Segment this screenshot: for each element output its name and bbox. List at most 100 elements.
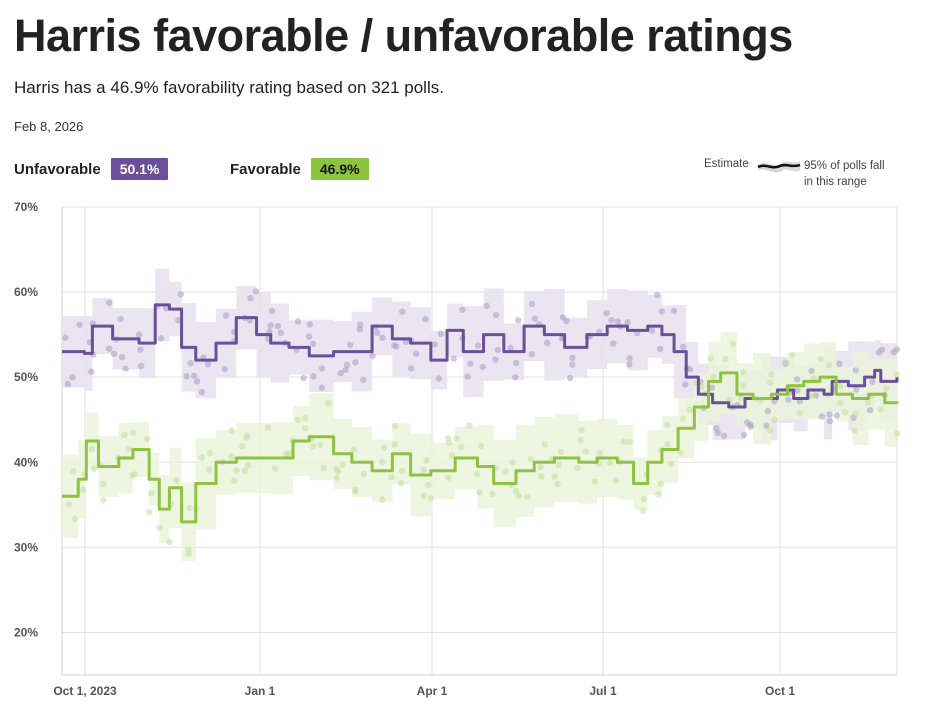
poll-dot xyxy=(318,384,325,391)
poll-dot xyxy=(177,291,184,298)
poll-dot xyxy=(569,354,576,361)
poll-dot xyxy=(826,418,834,425)
poll-dot xyxy=(626,438,633,446)
poll-dot xyxy=(143,435,151,443)
poll-dot xyxy=(425,481,432,489)
key-band-label-line1: 95% of polls fall xyxy=(804,160,885,172)
poll-dot xyxy=(175,317,182,324)
poll-dot xyxy=(79,486,87,493)
poll-dot xyxy=(569,361,576,368)
poll-dot xyxy=(740,369,747,376)
poll-dot xyxy=(437,330,445,337)
poll-dot xyxy=(88,446,96,453)
poll-dot xyxy=(427,495,435,502)
y-tick-label: 40% xyxy=(14,455,38,469)
poll-dot xyxy=(544,339,551,347)
poll-dot xyxy=(538,473,545,480)
poll-dot xyxy=(537,463,544,471)
poll-dot xyxy=(393,343,400,350)
poll-dot xyxy=(222,312,230,319)
x-axis-labels: Oct 1, 2023 Jan 1 Apr 1 Jul 1 Oct 1 xyxy=(53,684,795,698)
key-band-label-line2: in this range xyxy=(804,176,867,188)
poll-dot xyxy=(302,425,309,432)
poll-dot xyxy=(466,422,473,429)
poll-dot xyxy=(866,406,874,414)
poll-dot xyxy=(274,322,282,330)
poll-dot xyxy=(489,490,496,498)
poll-dot xyxy=(837,382,844,390)
poll-dot xyxy=(555,461,562,469)
poll-dot xyxy=(244,462,252,469)
poll-dot xyxy=(100,481,107,488)
poll-dot xyxy=(343,361,351,369)
poll-dot xyxy=(583,448,590,455)
poll-dot xyxy=(316,441,324,449)
poll-dot xyxy=(310,373,317,380)
poll-dot xyxy=(65,501,72,508)
poll-dot xyxy=(740,431,748,439)
y-tick-label: 30% xyxy=(14,540,38,554)
poll-dot xyxy=(309,340,317,348)
poll-dot xyxy=(698,383,705,390)
poll-dot xyxy=(71,515,79,522)
poll-dot xyxy=(193,378,201,385)
poll-dot xyxy=(512,374,519,381)
poll-dot xyxy=(657,480,665,487)
poll-dot xyxy=(351,486,359,494)
poll-dot xyxy=(374,329,381,336)
poll-dot xyxy=(515,492,523,499)
poll-dot xyxy=(272,465,279,472)
poll-dot xyxy=(300,374,307,382)
poll-dot xyxy=(841,409,849,416)
poll-dot xyxy=(186,504,193,511)
poll-dot xyxy=(431,341,438,348)
poll-dot xyxy=(131,471,138,478)
poll-dot xyxy=(398,467,406,475)
poll-dot xyxy=(156,524,163,531)
poll-dot xyxy=(420,466,428,474)
poll-dot xyxy=(106,299,113,306)
legend-unfavorable-value: 50.1% xyxy=(110,158,169,180)
unfavorable-line xyxy=(62,303,899,409)
legend-favorable-label: Favorable xyxy=(230,160,301,178)
poll-dot xyxy=(492,311,500,319)
poll-dot xyxy=(391,422,399,430)
poll-dot xyxy=(664,421,671,428)
poll-dot xyxy=(679,415,687,422)
poll-dot xyxy=(566,374,574,382)
poll-dot xyxy=(64,380,72,388)
poll-dot xyxy=(796,410,803,417)
poll-dot xyxy=(420,492,428,500)
poll-dot xyxy=(578,426,585,434)
poll-dot xyxy=(198,454,206,461)
poll-dot xyxy=(435,375,442,382)
poll-dot xyxy=(878,346,886,353)
poll-dot xyxy=(464,373,471,380)
poll-dot xyxy=(252,288,260,295)
poll-dot xyxy=(233,467,240,474)
poll-dot xyxy=(352,359,359,366)
poll-dot xyxy=(137,346,144,353)
poll-dot xyxy=(528,300,536,308)
poll-dot xyxy=(610,340,617,347)
poll-dot xyxy=(135,331,143,338)
poll-dot xyxy=(614,318,621,325)
poll-dot xyxy=(767,379,774,386)
poll-dot xyxy=(206,466,213,473)
poll-dot xyxy=(90,465,98,472)
poll-dot xyxy=(808,367,815,375)
poll-dot xyxy=(509,459,516,466)
poll-dot xyxy=(285,450,293,457)
poll-dot xyxy=(794,387,801,394)
poll-dot xyxy=(656,345,664,352)
poll-dot xyxy=(596,449,603,456)
poll-dot xyxy=(737,394,745,402)
poll-dot xyxy=(228,427,235,434)
poll-dot xyxy=(682,381,689,388)
poll-dot xyxy=(106,345,113,352)
poll-dot xyxy=(138,362,145,370)
poll-dot xyxy=(76,321,83,328)
poll-dot xyxy=(883,385,890,392)
poll-dot xyxy=(670,307,678,315)
legend-unfavorable-label: Unfavorable xyxy=(14,160,101,178)
